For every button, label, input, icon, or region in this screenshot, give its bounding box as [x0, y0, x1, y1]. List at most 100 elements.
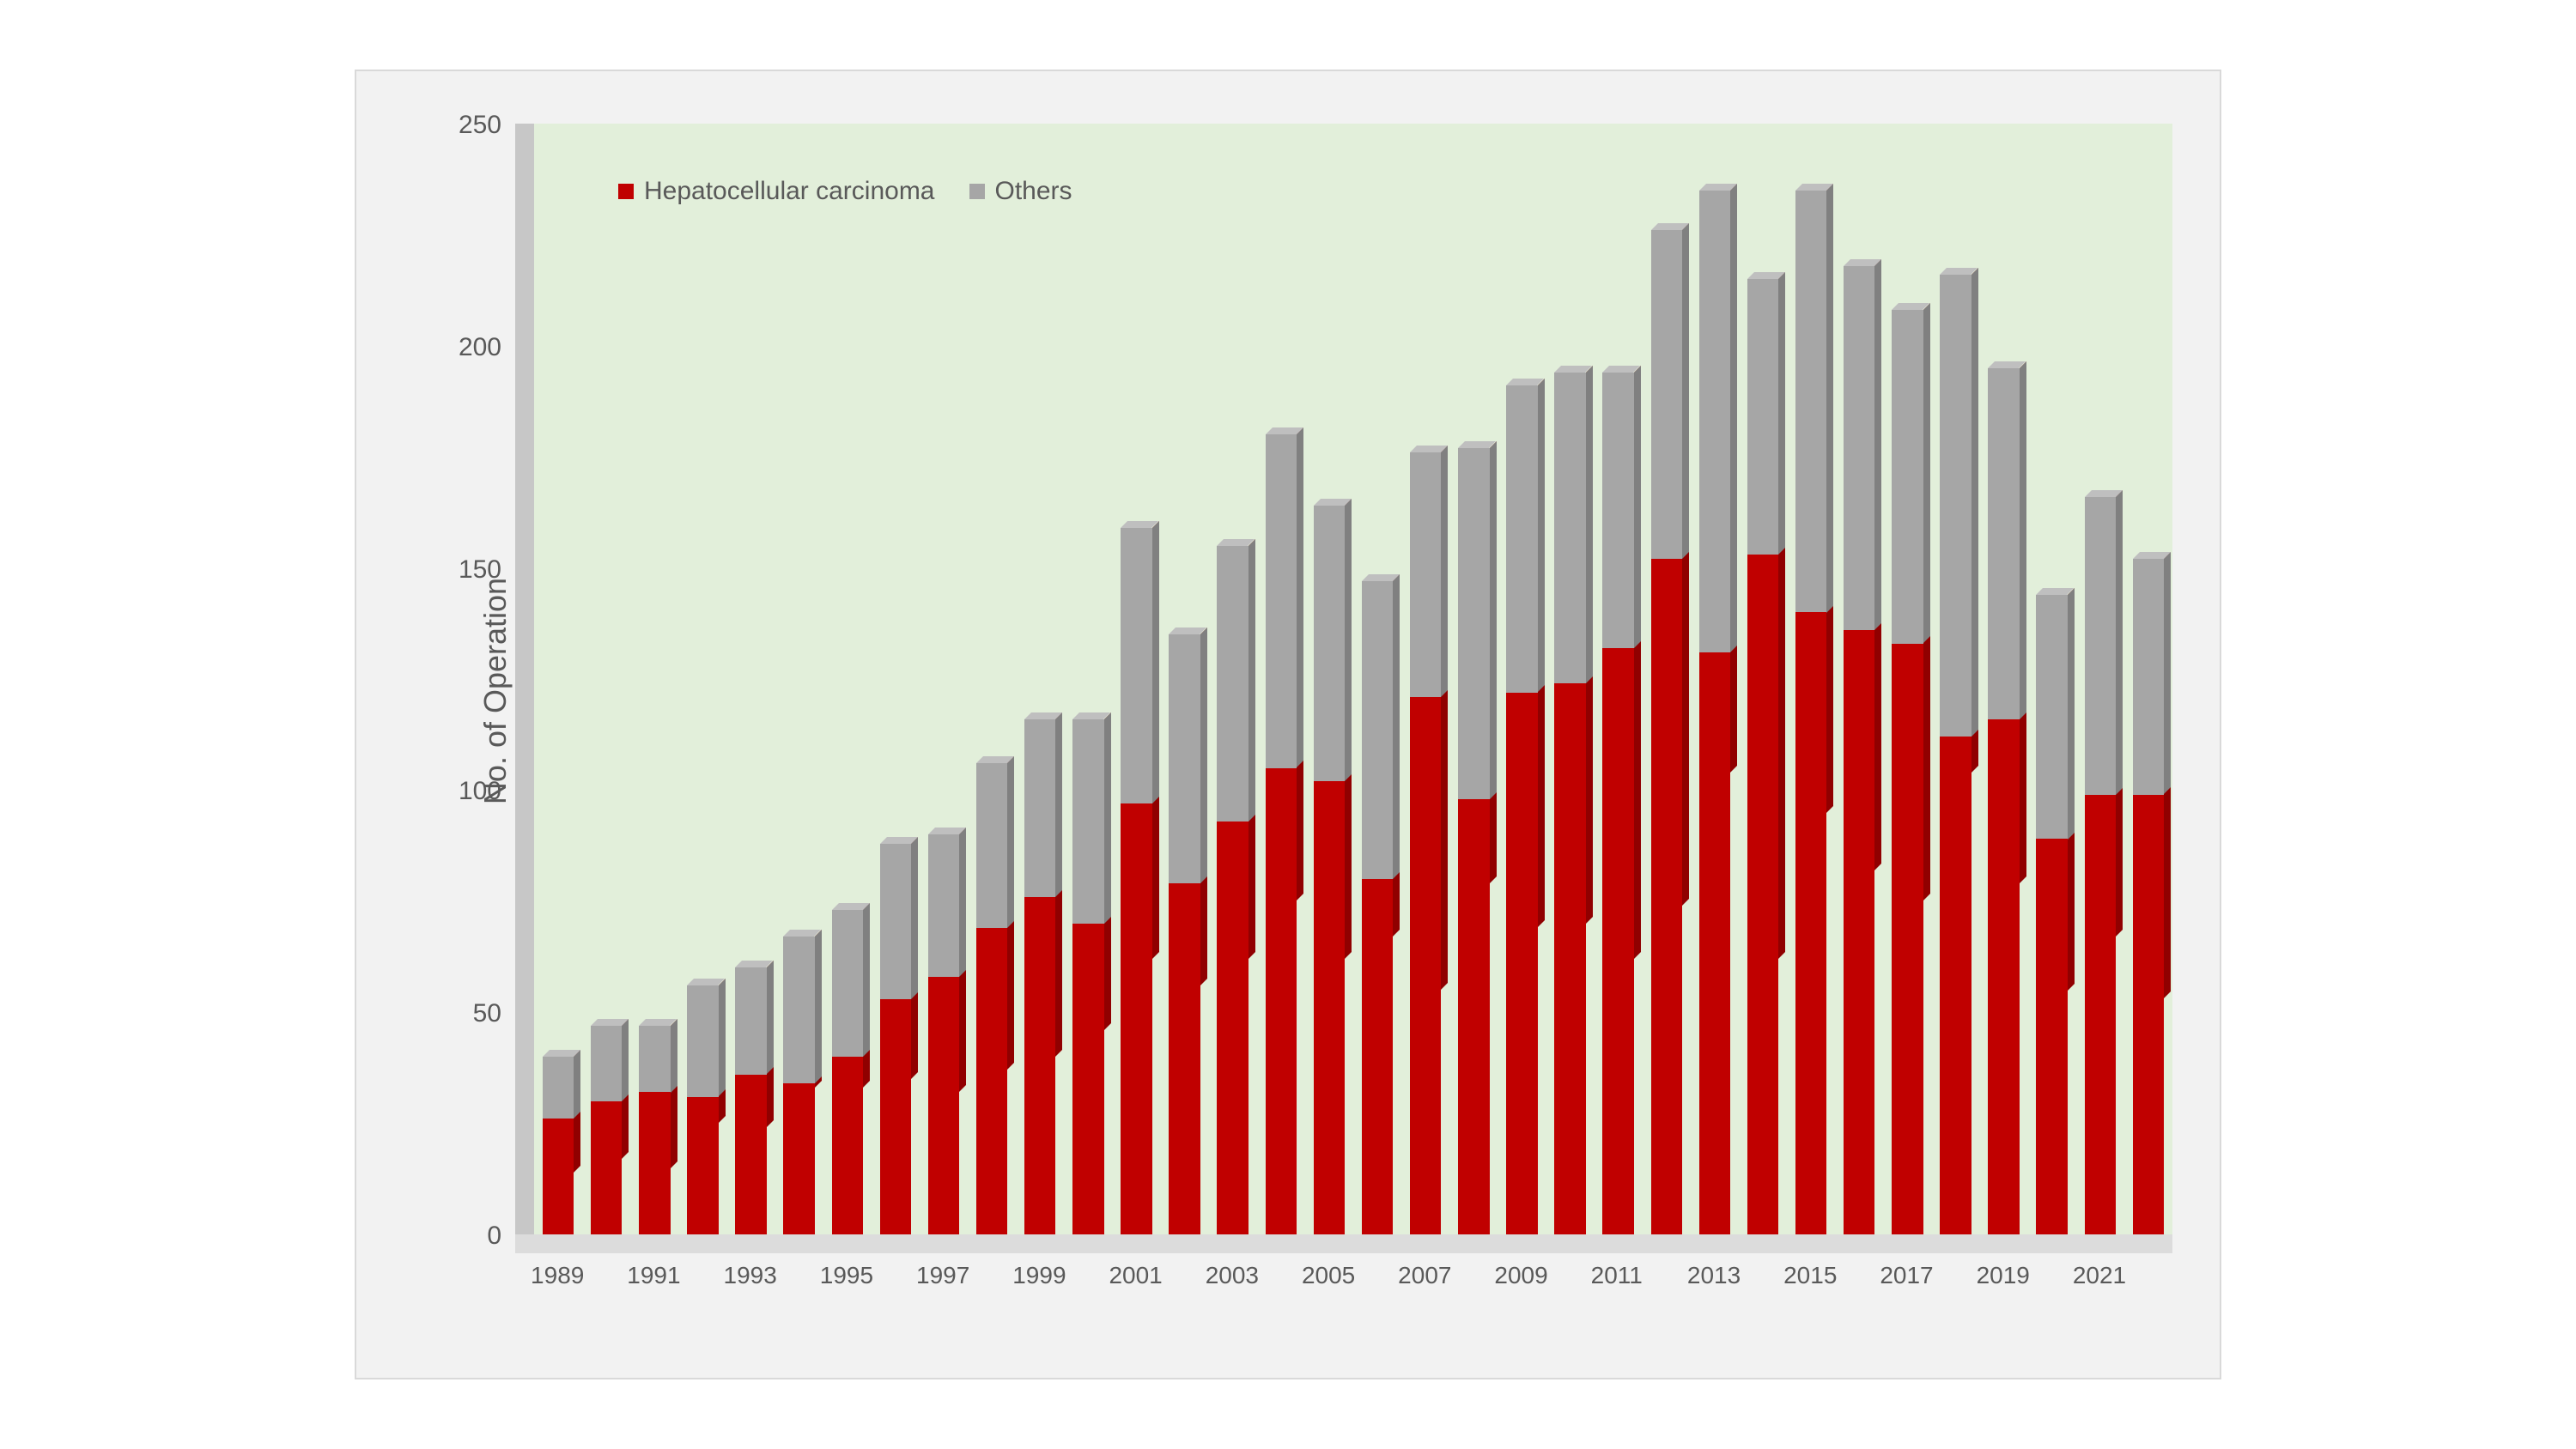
bar-group: [2036, 595, 2067, 1234]
bar-side-others: [1490, 441, 1497, 799]
bar-group: [783, 937, 814, 1234]
x-tick-label: 1995: [820, 1262, 873, 1289]
bar-group: [1554, 373, 1585, 1234]
legend-swatch: [618, 184, 634, 199]
y-tick-label: 50: [473, 999, 501, 1028]
bar-side-others: [1923, 303, 1930, 643]
bar-segment-hcc: [928, 977, 959, 1234]
x-tick-label: 1999: [1012, 1262, 1066, 1289]
bar-group: [1506, 385, 1537, 1234]
bar-top-cap: [832, 903, 870, 910]
bar-side-others: [863, 903, 870, 1057]
bar-side-others: [1152, 521, 1159, 803]
bar-group: [1410, 452, 1441, 1234]
bar-segment-hcc: [880, 999, 911, 1234]
bar-group: [1699, 191, 1730, 1234]
bar-segment-hcc: [1121, 803, 1151, 1234]
x-tick-label: 1989: [531, 1262, 584, 1289]
bar-segment-others: [1217, 546, 1248, 822]
bar-segment-hcc: [591, 1101, 622, 1234]
x-tick-label: 2021: [2073, 1262, 2126, 1289]
bar-segment-hcc: [1651, 559, 1682, 1234]
bar-side-others: [959, 828, 966, 977]
x-tick-label: 2009: [1494, 1262, 1547, 1289]
bar-group: [1458, 448, 1489, 1234]
bar-side-others: [1345, 499, 1352, 781]
bar-top-cap: [639, 1019, 677, 1026]
bar-segment-others: [1410, 452, 1441, 697]
bar-group: [1988, 368, 2019, 1234]
bar-group: [639, 1026, 670, 1234]
bars-container: [515, 124, 2172, 1253]
bar-side-others: [1104, 712, 1111, 924]
bar-segment-others: [543, 1057, 574, 1119]
bar-group: [1314, 506, 1345, 1234]
bar-side-others: [1249, 539, 1255, 822]
bar-segment-hcc: [735, 1075, 766, 1234]
bar-side-others: [2020, 361, 2026, 719]
bar-segment-others: [1554, 373, 1585, 683]
x-tick-label: 2005: [1302, 1262, 1355, 1289]
bar-group: [1169, 634, 1200, 1234]
bar-segment-others: [1506, 385, 1537, 692]
chart-frame: Hepatocellular carcinomaOthers No. of Op…: [355, 70, 2221, 1379]
x-tick-label: 2015: [1783, 1262, 1837, 1289]
bar-group: [1602, 373, 1633, 1234]
bar-top-cap: [880, 837, 918, 844]
bar-side-others: [1586, 366, 1593, 683]
bar-group: [687, 985, 718, 1234]
bar-side-others: [1730, 184, 1737, 652]
bar-segment-hcc: [2085, 795, 2116, 1234]
bar-segment-hcc: [1362, 879, 1393, 1234]
x-tick-label: 2013: [1687, 1262, 1741, 1289]
bar-segment-hcc: [1795, 612, 1826, 1234]
bar-segment-hcc: [1410, 697, 1441, 1234]
bar-segment-others: [783, 937, 814, 1083]
legend-label: Hepatocellular carcinoma: [644, 177, 935, 206]
x-tick-label: 1993: [724, 1262, 777, 1289]
bar-segment-others: [1747, 279, 1778, 555]
bar-segment-hcc: [1940, 737, 1971, 1234]
bar-side-others: [1826, 184, 1833, 613]
y-tick-label: 250: [459, 111, 501, 140]
bar-segment-hcc: [1892, 644, 1923, 1234]
bar-segment-hcc: [639, 1092, 670, 1234]
bar-group: [2133, 559, 2164, 1234]
bar-side-others: [2068, 588, 2075, 840]
bar-segment-hcc: [1554, 683, 1585, 1234]
x-tick-label: 2003: [1206, 1262, 1259, 1289]
bar-segment-others: [1266, 434, 1297, 767]
bar-segment-hcc: [1602, 648, 1633, 1234]
bar-segment-others: [687, 985, 718, 1096]
bar-segment-others: [1988, 368, 2019, 719]
bar-segment-others: [1169, 634, 1200, 883]
bar-segment-others: [1602, 373, 1633, 648]
bar-group: [1266, 434, 1297, 1234]
x-tick-label: 2019: [1977, 1262, 2030, 1289]
bar-segment-others: [880, 844, 911, 999]
bar-segment-hcc: [1072, 924, 1103, 1234]
bar-group: [2085, 497, 2116, 1234]
bar-side-others: [815, 930, 822, 1083]
bar-side-others: [767, 961, 774, 1074]
bar-segment-others: [976, 763, 1007, 928]
bar-segment-others: [1121, 528, 1151, 803]
bar-side-others: [719, 979, 726, 1096]
bar-side-others: [2164, 552, 2171, 794]
bar-side-others: [1971, 268, 1978, 737]
y-tick-label: 100: [459, 777, 501, 806]
bar-segment-others: [1651, 230, 1682, 559]
bar-side-others: [1297, 427, 1303, 767]
bar-top-cap: [591, 1019, 629, 1026]
bar-top-cap: [1072, 712, 1110, 719]
plot-area: Hepatocellular carcinomaOthers: [515, 124, 2172, 1253]
bar-side-others: [1634, 366, 1641, 648]
x-tick-label: 1991: [627, 1262, 680, 1289]
bar-segment-hcc: [687, 1097, 718, 1234]
bar-segment-others: [1362, 581, 1393, 879]
bar-segment-others: [1458, 448, 1489, 799]
bar-segment-others: [639, 1026, 670, 1093]
y-tick-label: 150: [459, 555, 501, 585]
bar-segment-hcc: [832, 1057, 863, 1234]
bar-group: [1747, 279, 1778, 1234]
